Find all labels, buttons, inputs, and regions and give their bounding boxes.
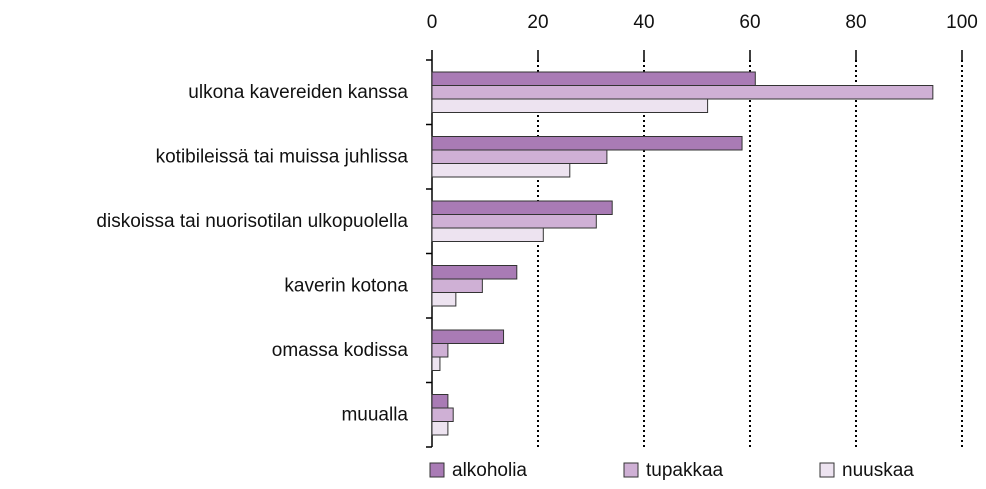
legend-label: nuuskaa	[842, 460, 914, 481]
y-tick-label: kotibileissä tai muissa juhlissa	[156, 147, 409, 168]
bar	[431, 71, 756, 86]
bar	[431, 265, 518, 280]
y-tick-label: omassa kodissa	[272, 340, 409, 361]
x-tick-label: 40	[633, 12, 654, 33]
y-tick-label: ulkona kavereiden kanssa	[188, 82, 408, 103]
legend-swatch	[429, 462, 445, 478]
y-tick-label: kaverin kotona	[284, 276, 408, 297]
bar	[431, 85, 934, 100]
y-tick-label: diskoissa tai nuorisotilan ulkopuolella	[96, 211, 408, 232]
x-tick-label: 60	[739, 12, 760, 33]
bar	[431, 163, 571, 178]
bar	[431, 278, 483, 293]
bar	[431, 394, 449, 409]
bar	[431, 356, 441, 371]
y-tick-label: muualla	[341, 405, 408, 426]
x-tick-label: 80	[845, 12, 866, 33]
bar	[431, 214, 597, 229]
legend-label: tupakkaa	[646, 460, 724, 481]
bar	[431, 200, 613, 215]
x-tick-label: 0	[427, 12, 438, 33]
bar	[431, 227, 544, 242]
bar	[431, 329, 505, 344]
x-tick-label: 20	[527, 12, 548, 33]
bar	[431, 149, 608, 164]
bar	[431, 407, 454, 422]
bar	[431, 421, 449, 436]
legend-swatch	[623, 462, 639, 478]
bar	[431, 98, 709, 113]
legend-label: alkoholia	[452, 460, 527, 481]
bar	[431, 292, 457, 307]
legend-swatch	[819, 462, 835, 478]
x-tick-label: 100	[946, 12, 978, 33]
bar	[431, 343, 449, 358]
bar	[431, 136, 743, 151]
